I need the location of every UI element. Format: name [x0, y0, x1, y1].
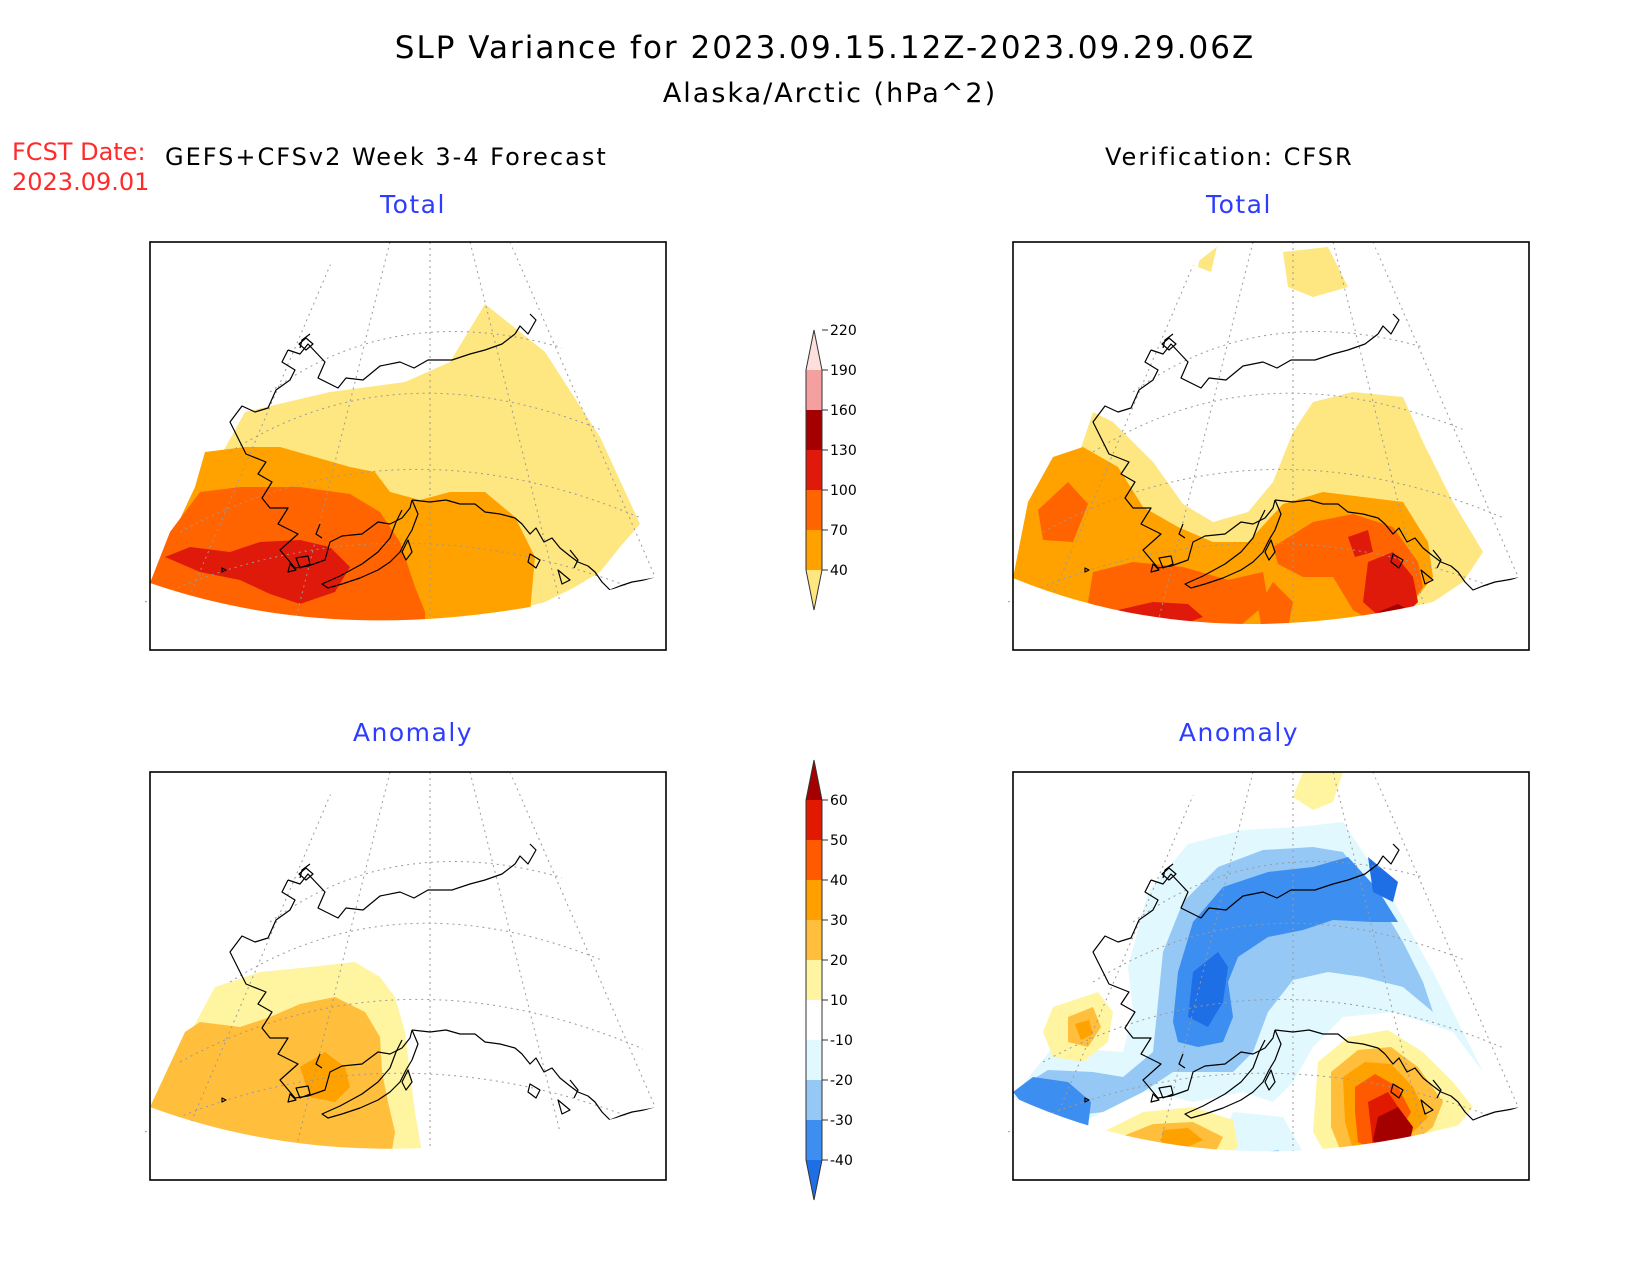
colorbar-tick-label: 160 [830, 403, 857, 419]
colorbar-tick-label: 50 [830, 833, 848, 849]
colorbar-segment [806, 330, 822, 370]
verification-anomaly-title: Anomaly [1178, 718, 1300, 747]
colorbar-segment [806, 370, 822, 410]
colorbar-tick-label: 60 [830, 793, 848, 809]
colorbar-tick-label: 100 [830, 483, 857, 499]
colorbar-tick-label: -30 [830, 1113, 853, 1129]
model-label: GEFS+CFSv2 Week 3-4 Forecast [165, 143, 608, 171]
colorbar-tick-label: 40 [830, 563, 848, 579]
colorbar-segment [806, 1160, 822, 1200]
forecast-total-map [144, 241, 667, 651]
forecast-total-title: Total [380, 190, 446, 219]
forecast-date-label: FCST Date: [12, 138, 146, 166]
colorbar-tick-label: 130 [830, 443, 857, 459]
colorbar-segment [806, 1080, 822, 1120]
colorbar-tick-label: 40 [830, 873, 848, 889]
colorbar-segment [806, 840, 822, 880]
chart-title: SLP Variance for 2023.09.15.12Z-2023.09.… [394, 30, 1256, 66]
colorbar-segment [806, 1120, 822, 1160]
colorbar-segment [806, 760, 822, 800]
colorbar-segment [806, 410, 822, 450]
colorbar-tick-label: 30 [830, 913, 848, 929]
colorbar-segment [806, 1040, 822, 1080]
colorbar-tick-label: -10 [830, 1033, 853, 1049]
colorbar-segment [806, 570, 822, 610]
colorbar-segment [806, 530, 822, 570]
colorbar-tick-label: 20 [830, 953, 848, 969]
colorbar-segment [806, 450, 822, 490]
verification-total-map [1007, 241, 1530, 651]
colorbar-segment [806, 880, 822, 920]
anomaly-colorbar: -40 -30 -20 -10 10 20 30 40 50 60 [805, 759, 853, 1201]
colorbar-segment [806, 1000, 822, 1040]
chart-subtitle: Alaska/Arctic (hPa^2) [662, 78, 998, 109]
forecast-anomaly-title: Anomaly [352, 718, 474, 747]
colorbar-tick-label: 70 [830, 523, 848, 539]
colorbar-segment [806, 800, 822, 840]
verification-anomaly-map [1007, 771, 1530, 1181]
verification-label: Verification: CFSR [1105, 143, 1354, 171]
forecast-anomaly-map [144, 771, 667, 1181]
forecast-date-value: 2023.09.01 [12, 168, 150, 196]
colorbar-tick-label: 190 [830, 363, 857, 379]
colorbar-tick-label: -20 [830, 1073, 853, 1089]
colorbar-segment [806, 490, 822, 530]
colorbar-segment [806, 960, 822, 1000]
verification-total-title: Total [1206, 190, 1272, 219]
colorbar-tick-label: 10 [830, 993, 848, 1009]
colorbar-tick-label: 220 [830, 323, 857, 339]
colorbar-segment [806, 920, 822, 960]
colorbar-tick-label: -40 [830, 1153, 853, 1169]
total-colorbar: 40 70 100 130 160 190 220 [805, 323, 857, 611]
